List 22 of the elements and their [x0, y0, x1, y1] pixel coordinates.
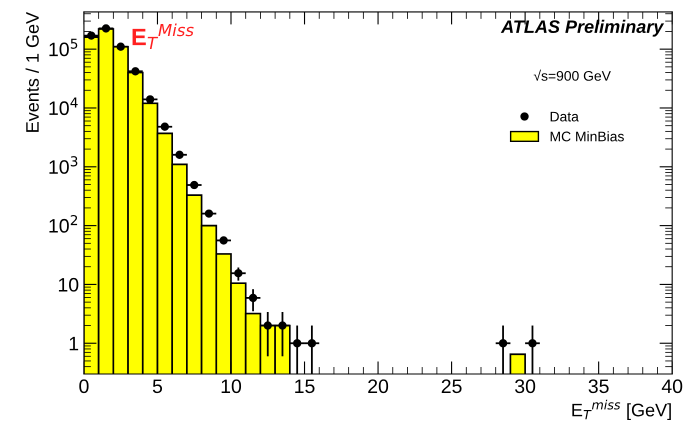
annotation: √s=900 GeV: [534, 70, 611, 81]
legend-label: Data: [550, 112, 579, 122]
x-tick-label: 20: [368, 379, 388, 394]
x-tick-label: 40: [662, 379, 682, 394]
x-tick-label: 0: [79, 379, 89, 394]
x-tick-label: 15: [295, 380, 315, 394]
y-tick-label: 10$^{5}$: [49, 38, 78, 56]
x-axis-title: E$_{T}$$^{miss}$ [GeV]: [572, 400, 671, 420]
y-tick-label: 10: [58, 278, 78, 292]
x-tick-label: 25: [442, 379, 462, 394]
y-tick-label: 10$^{2}$: [49, 214, 78, 233]
y-axis-title: Events / 1 GeV: [26, 12, 39, 132]
y-tick-label: 10$^{4}$: [49, 98, 78, 116]
annotation: E$_{T}$$^{Miss}$: [132, 23, 194, 49]
annotation: ATLAS Preliminary: [500, 20, 664, 37]
x-tick-label: 30: [515, 379, 536, 394]
x-tick-label: 5: [152, 380, 162, 394]
x-tick-label: 10: [222, 379, 242, 394]
x-tick-label: 35: [588, 379, 609, 394]
legend-label: MC MinBias: [550, 131, 624, 142]
y-tick-label: 10$^{3}$: [49, 156, 78, 174]
y-tick-label: 1: [70, 336, 78, 350]
